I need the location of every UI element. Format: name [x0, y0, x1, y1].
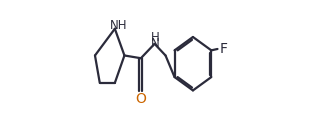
Text: O: O — [136, 92, 146, 106]
Text: NH: NH — [110, 19, 127, 32]
Text: N: N — [151, 37, 160, 50]
Text: H: H — [151, 31, 160, 44]
Text: F: F — [219, 42, 227, 56]
